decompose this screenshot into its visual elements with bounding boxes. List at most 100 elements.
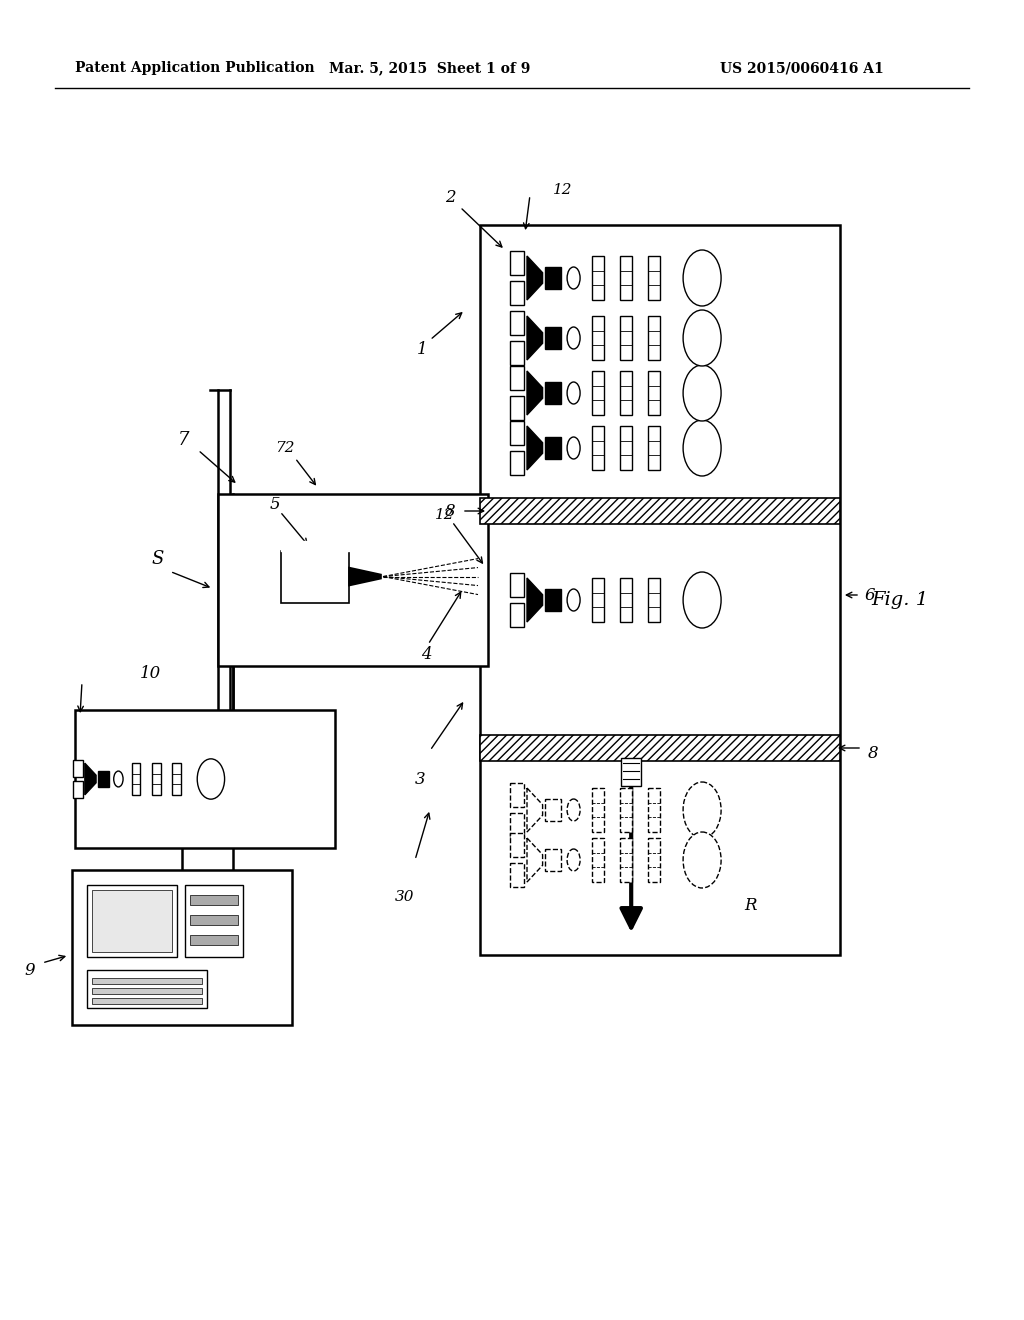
Bar bbox=[132, 763, 140, 795]
Bar bbox=[621, 315, 632, 360]
Bar bbox=[592, 838, 604, 882]
Bar bbox=[510, 813, 524, 837]
Bar bbox=[592, 788, 604, 832]
Text: 4: 4 bbox=[421, 645, 431, 663]
Ellipse shape bbox=[683, 366, 721, 421]
Text: Mar. 5, 2015  Sheet 1 of 9: Mar. 5, 2015 Sheet 1 of 9 bbox=[330, 61, 530, 75]
Bar bbox=[510, 421, 524, 445]
Bar bbox=[510, 396, 524, 420]
Ellipse shape bbox=[683, 572, 721, 628]
Bar bbox=[545, 327, 560, 348]
Bar bbox=[622, 758, 641, 785]
Polygon shape bbox=[85, 763, 96, 795]
Bar bbox=[73, 781, 83, 799]
Ellipse shape bbox=[567, 799, 581, 821]
Bar bbox=[621, 788, 632, 832]
Bar bbox=[72, 870, 292, 1026]
Ellipse shape bbox=[567, 589, 581, 611]
Text: 5: 5 bbox=[269, 496, 281, 513]
Bar bbox=[510, 603, 524, 627]
Ellipse shape bbox=[683, 310, 721, 366]
Bar bbox=[510, 451, 524, 475]
Bar bbox=[510, 251, 524, 275]
Text: 9: 9 bbox=[25, 962, 35, 979]
Bar bbox=[75, 710, 335, 847]
Bar bbox=[152, 763, 161, 795]
Text: 30: 30 bbox=[395, 890, 415, 904]
Bar bbox=[92, 978, 202, 983]
Bar bbox=[545, 267, 560, 289]
Bar bbox=[97, 771, 109, 787]
Text: 12: 12 bbox=[553, 183, 572, 197]
Text: 7: 7 bbox=[178, 432, 189, 449]
Bar bbox=[510, 312, 524, 335]
Ellipse shape bbox=[567, 437, 581, 459]
Ellipse shape bbox=[683, 420, 721, 477]
Bar bbox=[545, 381, 560, 404]
Bar bbox=[510, 281, 524, 305]
Bar bbox=[621, 838, 632, 882]
Bar bbox=[480, 498, 840, 524]
Bar bbox=[185, 884, 243, 957]
Polygon shape bbox=[349, 568, 381, 586]
Bar bbox=[545, 437, 560, 459]
Bar bbox=[87, 884, 177, 957]
Bar bbox=[510, 783, 524, 807]
Bar bbox=[281, 550, 349, 602]
Bar bbox=[648, 315, 660, 360]
Bar bbox=[592, 426, 604, 470]
Bar bbox=[545, 849, 560, 871]
Polygon shape bbox=[527, 315, 543, 360]
Bar bbox=[621, 426, 632, 470]
Bar bbox=[480, 735, 840, 762]
Text: 10: 10 bbox=[140, 665, 161, 682]
Bar bbox=[621, 256, 632, 300]
Bar bbox=[87, 970, 207, 1008]
Bar bbox=[172, 763, 180, 795]
Bar bbox=[648, 838, 660, 882]
Bar bbox=[648, 256, 660, 300]
Text: 1: 1 bbox=[417, 342, 427, 359]
Bar bbox=[92, 987, 202, 994]
Bar bbox=[648, 371, 660, 414]
Bar bbox=[218, 494, 488, 667]
Text: 2: 2 bbox=[444, 189, 456, 206]
Bar bbox=[73, 759, 83, 777]
Bar bbox=[545, 589, 560, 611]
Bar bbox=[510, 341, 524, 366]
Bar bbox=[648, 426, 660, 470]
Text: Patent Application Publication: Patent Application Publication bbox=[75, 61, 314, 75]
Ellipse shape bbox=[567, 267, 581, 289]
Bar bbox=[190, 935, 238, 945]
Ellipse shape bbox=[198, 759, 224, 799]
Bar bbox=[510, 833, 524, 857]
Bar bbox=[592, 315, 604, 360]
Text: 6: 6 bbox=[865, 586, 876, 603]
Text: 8: 8 bbox=[868, 744, 879, 762]
Ellipse shape bbox=[114, 771, 123, 787]
Polygon shape bbox=[527, 256, 543, 300]
Ellipse shape bbox=[567, 381, 581, 404]
Bar bbox=[545, 799, 560, 821]
Polygon shape bbox=[527, 578, 543, 622]
Bar bbox=[592, 256, 604, 300]
Ellipse shape bbox=[567, 327, 581, 348]
Bar bbox=[621, 371, 632, 414]
Bar bbox=[510, 366, 524, 389]
Text: 72: 72 bbox=[275, 441, 295, 455]
Polygon shape bbox=[527, 426, 543, 470]
Bar bbox=[648, 788, 660, 832]
Bar bbox=[592, 578, 604, 622]
Text: S: S bbox=[152, 550, 164, 569]
Text: 12: 12 bbox=[435, 508, 455, 521]
Ellipse shape bbox=[683, 249, 721, 306]
Ellipse shape bbox=[567, 849, 581, 871]
Bar bbox=[648, 578, 660, 622]
Text: Fig. 1: Fig. 1 bbox=[871, 591, 929, 609]
Ellipse shape bbox=[683, 832, 721, 888]
Text: 8: 8 bbox=[444, 503, 455, 520]
Bar bbox=[592, 371, 604, 414]
Text: R: R bbox=[743, 896, 757, 913]
Text: 3: 3 bbox=[415, 771, 425, 788]
Bar bbox=[621, 578, 632, 622]
